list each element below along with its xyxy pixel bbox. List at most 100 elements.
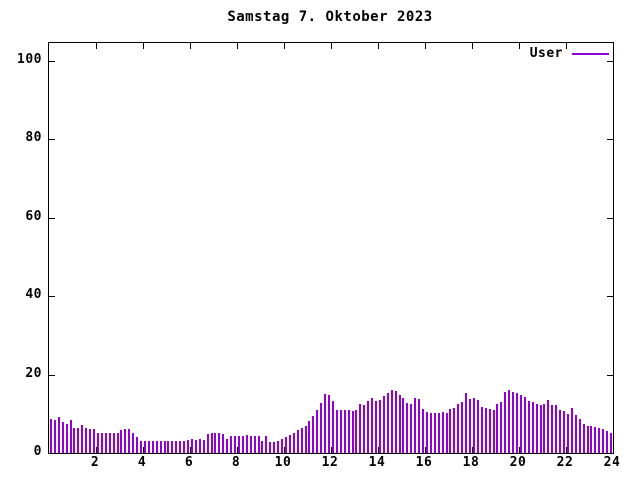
x-tick-label: 10 (274, 455, 292, 470)
bar (422, 409, 425, 453)
bar (218, 433, 221, 453)
tick-mark (425, 43, 426, 49)
bar (159, 441, 162, 453)
bar (324, 393, 327, 453)
bar (116, 432, 119, 453)
bar (425, 412, 428, 453)
tick-mark (519, 447, 520, 453)
x-tick-label: 2 (90, 455, 100, 470)
bar (590, 425, 593, 453)
bar (371, 398, 374, 453)
bar (516, 393, 519, 453)
bar (316, 409, 319, 453)
bar (179, 440, 182, 453)
bar (281, 438, 284, 453)
bar (167, 441, 170, 453)
bar (386, 393, 389, 453)
tick-mark (472, 43, 473, 49)
bar (402, 398, 405, 453)
bar (257, 435, 260, 453)
bar (331, 401, 334, 453)
bar (104, 433, 107, 453)
bar (296, 430, 299, 453)
legend-line-sample (572, 52, 609, 55)
x-tick-label: 12 (321, 455, 339, 470)
bar (96, 432, 99, 453)
bar (304, 425, 307, 453)
x-tick-label: 20 (509, 455, 527, 470)
bar (355, 409, 358, 453)
bar (210, 433, 213, 453)
bar (320, 402, 323, 453)
tick-mark (190, 43, 191, 49)
bar (124, 428, 127, 453)
bar (265, 435, 268, 453)
bar (418, 398, 421, 453)
bar (214, 433, 217, 453)
bar (202, 439, 205, 453)
bar (108, 433, 111, 453)
bar (410, 403, 413, 453)
bar (367, 401, 370, 453)
bar (284, 437, 287, 453)
bar (328, 394, 331, 453)
bar (469, 398, 472, 453)
bar (89, 428, 92, 453)
bar (269, 441, 272, 453)
bar (65, 423, 68, 453)
bar (335, 409, 338, 453)
bar (100, 433, 103, 453)
y-tick-label: 40 (25, 287, 42, 303)
tick-mark (190, 447, 191, 453)
x-tick-label: 18 (462, 455, 480, 470)
bar (226, 438, 229, 453)
bar (375, 401, 378, 453)
bar (261, 441, 264, 453)
bar (492, 409, 495, 453)
bar (398, 394, 401, 453)
bar (476, 399, 479, 453)
bar (488, 409, 491, 453)
x-tick-label: 24 (603, 455, 621, 470)
bar (277, 441, 280, 453)
tick-mark (566, 447, 567, 453)
bar (378, 400, 381, 453)
bar (390, 390, 393, 453)
y-tick-label: 80 (25, 130, 42, 146)
bar (598, 428, 601, 453)
bar (461, 402, 464, 453)
bar (559, 409, 562, 453)
tick-mark (237, 43, 238, 49)
tick-mark (613, 43, 614, 49)
tick-mark (49, 217, 55, 219)
bar (445, 412, 448, 453)
y-tick-label: 60 (25, 208, 42, 224)
bar (253, 436, 256, 453)
bar (457, 403, 460, 453)
tick-mark (472, 447, 473, 453)
bar (147, 441, 150, 453)
tick-mark (143, 447, 144, 453)
x-tick-label: 14 (368, 455, 386, 470)
bar (547, 399, 550, 453)
bar (77, 428, 80, 453)
bar (343, 410, 346, 453)
bar (363, 404, 366, 453)
bar (555, 405, 558, 453)
x-tick-label: 16 (415, 455, 433, 470)
bar (140, 440, 143, 453)
bar (566, 413, 569, 453)
tick-mark (143, 43, 144, 49)
bar (484, 407, 487, 453)
bar (382, 396, 385, 453)
y-tick-label: 0 (33, 444, 42, 459)
tick-mark (378, 447, 379, 453)
bar (57, 416, 60, 453)
bar (136, 436, 139, 453)
bar (433, 413, 436, 453)
bar (449, 409, 452, 453)
tick-mark (519, 43, 520, 49)
tick-mark (49, 374, 55, 376)
tick-mark (49, 61, 55, 62)
